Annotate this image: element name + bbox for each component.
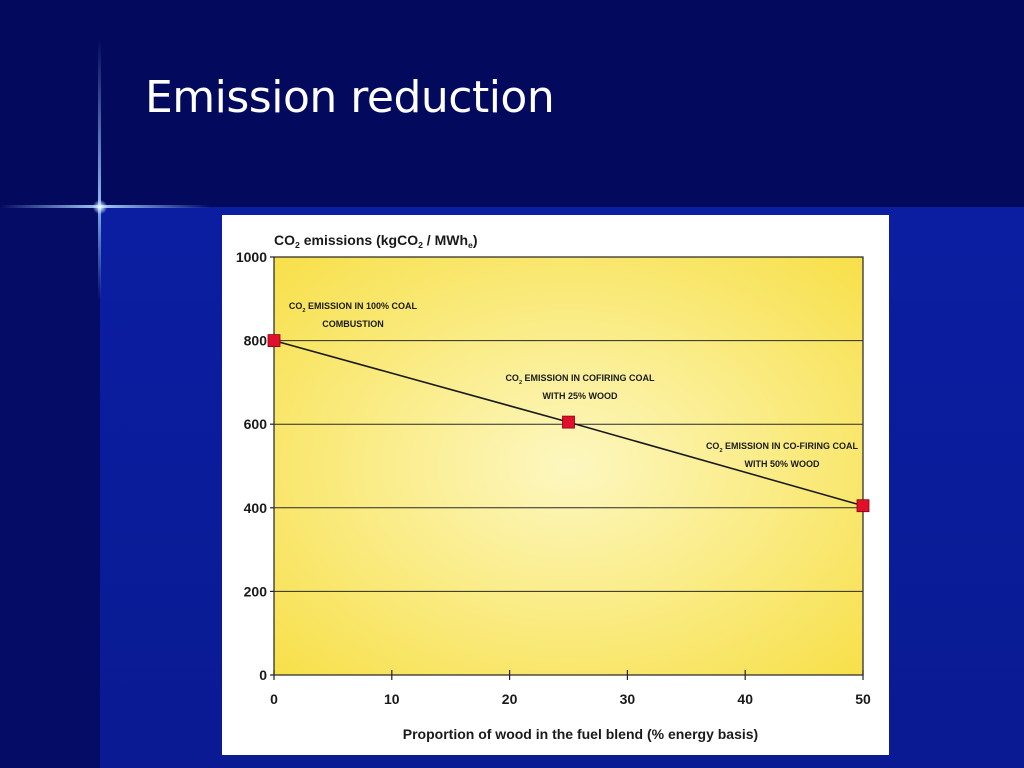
text-segment: CO <box>505 373 519 383</box>
text-segment: ) <box>473 232 478 248</box>
y-axis-title: CO2 emissions (kgCO2 / MWhe) <box>274 232 478 250</box>
y-tick-label-600: 600 <box>244 416 268 432</box>
slide-title: Emission reduction <box>145 72 555 123</box>
data-point-marker <box>856 499 870 513</box>
data-point-marker <box>267 334 281 347</box>
decorative-vertical-line <box>98 40 101 300</box>
x-tick-label-10: 10 <box>384 691 400 707</box>
text-segment: emissions (kgCO <box>300 232 418 248</box>
chart-panel: 0 200 400 600 800 1000 0 10 20 30 40 50 CO2 emission… <box>222 215 889 755</box>
subscript-text: 2 <box>719 448 722 454</box>
title-band <box>0 0 1024 207</box>
subscript-text: 2 <box>302 308 305 314</box>
text-segment: CO <box>706 441 720 451</box>
y-tick-label-400: 400 <box>244 500 268 516</box>
text-segment: EMISSION IN 100% COAL <box>306 301 418 311</box>
annotation-1-line-0: CO2 EMISSION IN COFIRING COAL <box>505 373 655 386</box>
left-band <box>0 207 100 768</box>
x-tick-label-40: 40 <box>737 691 753 707</box>
annotation-1-line-1: WITH 25% WOOD <box>542 391 618 401</box>
text-segment: CO <box>289 301 303 311</box>
annotation-0-line-1: COMBUSTION <box>322 319 384 329</box>
x-tick-label-50: 50 <box>855 691 871 707</box>
subscript-text: 2 <box>519 380 522 386</box>
subscript-text: e <box>468 240 473 250</box>
subscript-text: 2 <box>295 240 300 250</box>
text-segment: COMBUSTION <box>322 319 384 329</box>
annotation-2-line-1: WITH 50% WOOD <box>744 459 820 469</box>
text-segment: EMISSION IN COFIRING COAL <box>522 373 655 383</box>
plot-area <box>273 256 864 676</box>
text-segment: WITH 50% WOOD <box>744 459 820 469</box>
x-axis-title: Proportion of wood in the fuel blend (% … <box>403 726 758 742</box>
annotation-2-line-0: CO2 EMISSION IN CO-FIRING COAL <box>706 441 859 454</box>
y-tick-label-200: 200 <box>244 583 268 599</box>
data-point-marker <box>562 415 575 429</box>
subscript-text: 2 <box>418 240 423 250</box>
y-tick-label-0: 0 <box>259 667 267 683</box>
y-tick-label-1000: 1000 <box>236 249 267 265</box>
x-tick-label-0: 0 <box>270 691 278 707</box>
text-segment: WITH 25% WOOD <box>542 391 618 401</box>
text-segment: EMISSION IN CO-FIRING COAL <box>723 441 859 451</box>
text-segment: / MWh <box>423 232 468 248</box>
text-segment: CO <box>274 232 295 248</box>
x-tick-label-20: 20 <box>502 691 518 707</box>
x-tick-label-30: 30 <box>620 691 636 707</box>
annotation-0-line-0: CO2 EMISSION IN 100% COAL <box>289 301 418 314</box>
decorative-star-icon <box>93 200 107 214</box>
y-tick-label-800: 800 <box>244 333 268 349</box>
